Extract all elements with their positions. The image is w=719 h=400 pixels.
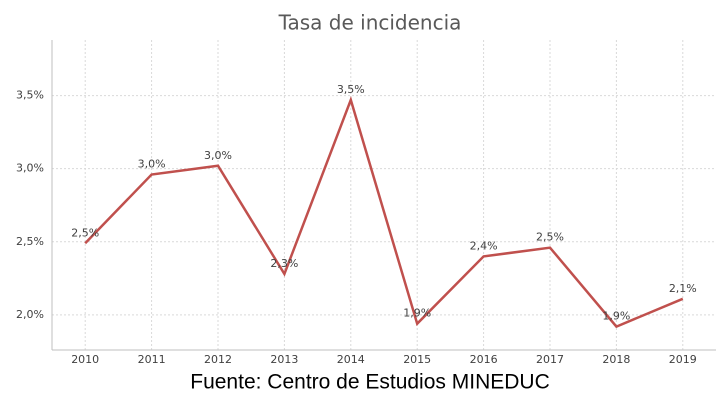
data-label: 3,0% [204, 149, 232, 162]
data-label: 2,5% [536, 231, 564, 244]
data-label: 2,4% [470, 239, 498, 252]
x-tick-label: 2010 [71, 353, 99, 366]
x-tick-label: 2014 [337, 353, 365, 366]
y-tick-label: 2,0% [16, 308, 44, 321]
x-tick-label: 2013 [270, 353, 298, 366]
x-tick-label: 2016 [470, 353, 498, 366]
data-label: 3,0% [138, 158, 166, 171]
y-tick-label: 3,5% [16, 89, 44, 102]
x-tick-label: 2019 [669, 353, 697, 366]
y-tick-label: 3,0% [16, 162, 44, 175]
chart-title: Tasa de incidencia [278, 11, 462, 35]
source: Fuente: Centro de Estudios MINEDUC [190, 371, 549, 394]
data-label: 1,9% [403, 307, 431, 320]
x-tick-label: 2011 [138, 353, 166, 366]
data-label: 2,3% [270, 257, 298, 270]
x-tick-label: 2015 [403, 353, 431, 366]
x-tick-label: 2017 [536, 353, 564, 366]
data-label: 2,5% [71, 226, 99, 239]
x-tick-label: 2012 [204, 353, 232, 366]
data-label: 1,9% [602, 310, 630, 323]
line [84, 96, 684, 329]
data-label: 3,5% [337, 83, 365, 96]
y-tick-label: 2,5% [16, 235, 44, 248]
data-label: 2,1% [669, 282, 697, 295]
x-tick-label: 2018 [602, 353, 630, 366]
